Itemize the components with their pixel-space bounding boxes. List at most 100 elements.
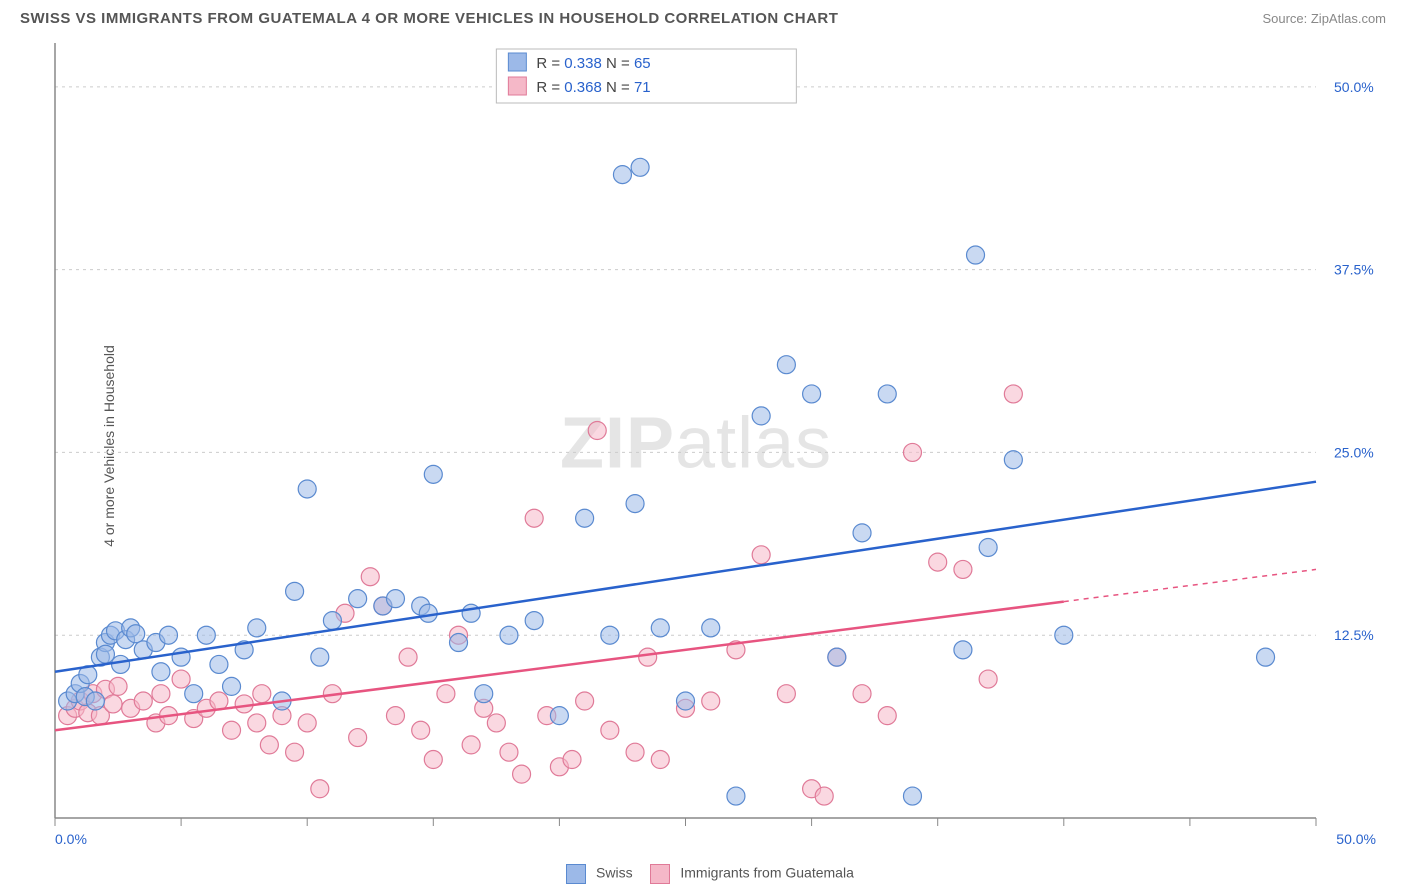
data-point: [248, 714, 266, 732]
data-point: [210, 655, 228, 673]
data-point: [853, 685, 871, 703]
data-point: [651, 751, 669, 769]
data-point: [878, 707, 896, 725]
data-point: [727, 787, 745, 805]
data-point: [1257, 648, 1275, 666]
data-point: [979, 670, 997, 688]
y-tick-label: 37.5%: [1334, 262, 1374, 278]
legend-swatch-swiss: [566, 864, 586, 884]
stats-text: R = 0.368 N = 71: [536, 79, 650, 96]
watermark: ZIPatlas: [560, 403, 832, 483]
bottom-legend: Swiss Immigrants from Guatemala: [0, 864, 1406, 884]
data-point: [127, 625, 145, 643]
data-point: [104, 695, 122, 713]
data-point: [172, 670, 190, 688]
data-point: [752, 546, 770, 564]
data-point: [525, 509, 543, 527]
data-point: [954, 560, 972, 578]
data-point: [424, 751, 442, 769]
data-point: [500, 743, 518, 761]
data-point: [513, 765, 531, 783]
data-point: [853, 524, 871, 542]
data-point: [450, 634, 468, 652]
data-point: [828, 648, 846, 666]
data-point: [651, 619, 669, 637]
data-point: [702, 692, 720, 710]
data-point: [235, 695, 253, 713]
data-point: [1004, 451, 1022, 469]
scatter-chart: 12.5%25.0%37.5%50.0%0.0%50.0%ZIPatlasR =…: [50, 38, 1396, 848]
data-point: [639, 648, 657, 666]
chart-area: 12.5%25.0%37.5%50.0%0.0%50.0%ZIPatlasR =…: [50, 38, 1396, 847]
data-point: [967, 246, 985, 264]
data-point: [613, 166, 631, 184]
data-point: [361, 568, 379, 586]
data-point: [626, 495, 644, 513]
data-point: [815, 787, 833, 805]
data-point: [929, 553, 947, 571]
data-point: [185, 685, 203, 703]
y-tick-label: 12.5%: [1334, 627, 1374, 643]
data-point: [412, 721, 430, 739]
data-point: [803, 385, 821, 403]
data-point: [752, 407, 770, 425]
legend-label-swiss: Swiss: [596, 865, 633, 881]
data-point: [349, 590, 367, 608]
stats-swatch: [508, 53, 526, 71]
data-point: [475, 685, 493, 703]
data-point: [419, 604, 437, 622]
x-tick-label: 0.0%: [55, 831, 87, 847]
data-point: [323, 612, 341, 630]
data-point: [437, 685, 455, 703]
data-point: [349, 729, 367, 747]
stats-text: R = 0.338 N = 65: [536, 55, 650, 72]
data-point: [601, 626, 619, 644]
data-point: [197, 626, 215, 644]
data-point: [152, 685, 170, 703]
data-point: [525, 612, 543, 630]
data-point: [777, 685, 795, 703]
data-point: [223, 721, 241, 739]
data-point: [500, 626, 518, 644]
data-point: [462, 736, 480, 754]
data-point: [152, 663, 170, 681]
data-point: [311, 780, 329, 798]
data-point: [601, 721, 619, 739]
data-point: [777, 356, 795, 374]
data-point: [298, 714, 316, 732]
data-point: [550, 707, 568, 725]
chart-title: SWISS VS IMMIGRANTS FROM GUATEMALA 4 OR …: [20, 10, 838, 27]
data-point: [286, 743, 304, 761]
legend-swatch-guatemala: [650, 864, 670, 884]
data-point: [96, 645, 114, 663]
data-point: [1055, 626, 1073, 644]
data-point: [386, 590, 404, 608]
data-point: [1004, 385, 1022, 403]
data-point: [248, 619, 266, 637]
data-point: [979, 538, 997, 556]
data-point: [626, 743, 644, 761]
data-point: [563, 751, 581, 769]
data-point: [576, 509, 594, 527]
data-point: [702, 619, 720, 637]
stats-swatch: [508, 77, 526, 95]
data-point: [134, 692, 152, 710]
data-point: [86, 692, 104, 710]
data-point: [159, 626, 177, 644]
data-point: [260, 736, 278, 754]
data-point: [286, 582, 304, 600]
data-point: [878, 385, 896, 403]
x-tick-label: 50.0%: [1336, 831, 1376, 847]
data-point: [903, 443, 921, 461]
data-point: [903, 787, 921, 805]
regression-line-dashed: [1064, 569, 1316, 601]
data-point: [399, 648, 417, 666]
data-point: [576, 692, 594, 710]
data-point: [109, 677, 127, 695]
y-tick-label: 50.0%: [1334, 79, 1374, 95]
data-point: [253, 685, 271, 703]
data-point: [631, 158, 649, 176]
data-point: [487, 714, 505, 732]
data-point: [223, 677, 241, 695]
regression-line: [55, 482, 1316, 672]
